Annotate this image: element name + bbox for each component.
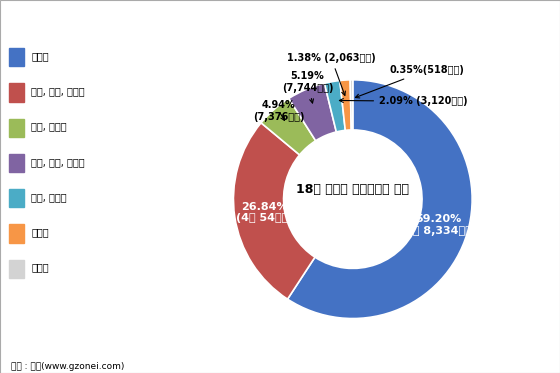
Text: 강원권: 강원권 — [31, 227, 49, 237]
Wedge shape — [340, 80, 351, 130]
Text: 2.09% (3,120억원): 2.09% (3,120억원) — [339, 96, 468, 106]
Text: 광주, 전라권: 광주, 전라권 — [31, 192, 67, 202]
Wedge shape — [324, 81, 346, 132]
Text: 26.84%
(4조 54억원): 26.84% (4조 54억원) — [236, 202, 293, 223]
Text: 자료 : 지존(www.gzonei.com): 자료 : 지존(www.gzonei.com) — [11, 362, 124, 371]
Text: 수도권: 수도권 — [31, 51, 49, 61]
Wedge shape — [287, 80, 472, 319]
Wedge shape — [289, 83, 337, 141]
Text: 제주권: 제주권 — [31, 263, 49, 272]
Text: 18년 지역별 토지보상금 현황: 18년 지역별 토지보상금 현황 — [296, 183, 409, 196]
Wedge shape — [261, 98, 316, 155]
Text: 5.19%
(7,744억원): 5.19% (7,744억원) — [282, 71, 333, 103]
Bar — [8, 260, 24, 278]
Bar — [8, 119, 24, 137]
Wedge shape — [350, 80, 353, 130]
Text: 부산, 울산, 경남권: 부산, 울산, 경남권 — [31, 86, 85, 96]
Text: 대구, 경북권: 대구, 경북권 — [31, 122, 67, 131]
Text: 59.20%
(8조 8,334억원): 59.20% (8조 8,334억원) — [400, 214, 477, 235]
Text: 0.35%(518억원): 0.35%(518억원) — [356, 65, 464, 98]
Bar — [8, 154, 24, 172]
Text: 1.38% (2,063억원): 1.38% (2,063억원) — [287, 53, 376, 95]
Bar — [8, 224, 24, 243]
Wedge shape — [234, 123, 315, 299]
Text: 4.94%
(7,376억원): 4.94% (7,376억원) — [253, 100, 305, 122]
Bar — [8, 189, 24, 207]
Bar — [8, 48, 24, 66]
Bar — [8, 83, 24, 101]
Text: 대전, 세종, 충청권: 대전, 세종, 충청권 — [31, 157, 85, 167]
